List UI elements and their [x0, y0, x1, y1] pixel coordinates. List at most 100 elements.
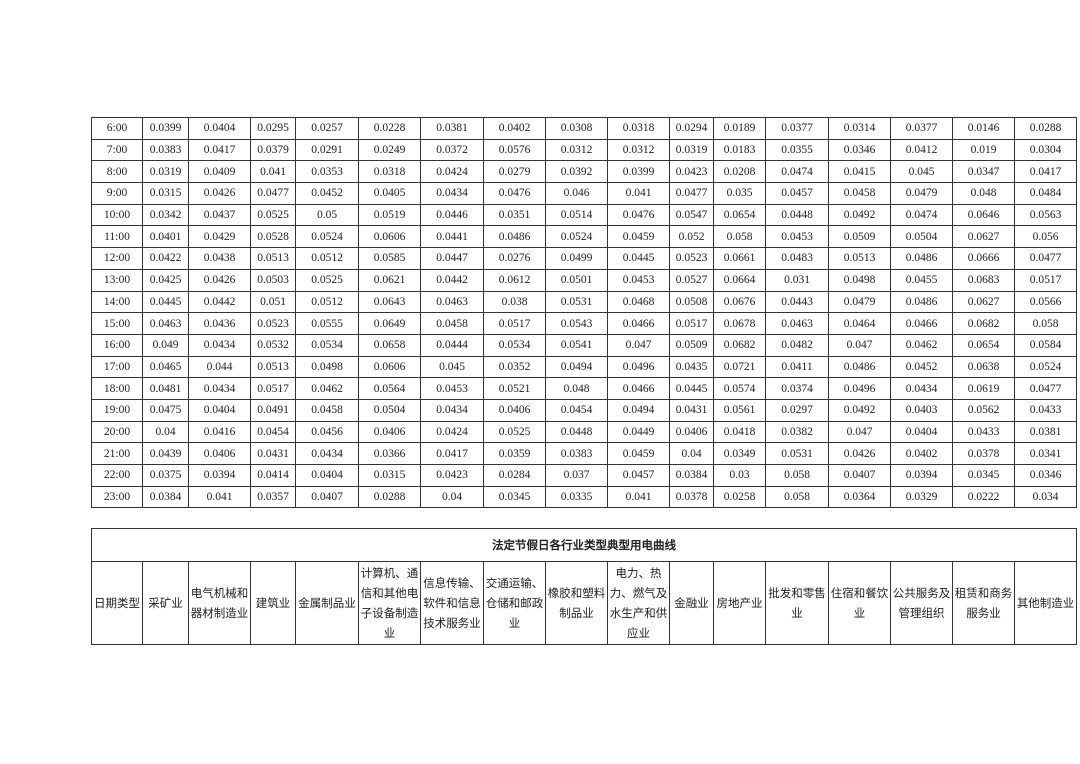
value-cell: 0.04 — [420, 485, 484, 509]
time-cell: 22:00 — [91, 464, 143, 487]
value-cell: 0.0458 — [295, 398, 359, 422]
value-cell: 0.0315 — [358, 464, 421, 487]
value-cell: 0.0399 — [142, 117, 189, 140]
value-cell: 0.0411 — [765, 355, 829, 379]
value-cell: 0.0468 — [607, 290, 670, 314]
column-header: 电气机械和器材制造业 — [188, 561, 251, 645]
value-cell: 0.0498 — [828, 268, 891, 292]
value-cell: 0.0477 — [669, 182, 714, 205]
value-cell: 0.045 — [890, 160, 953, 184]
value-cell: 0.0384 — [669, 464, 714, 487]
value-cell: 0.0308 — [545, 117, 608, 140]
value-cell: 0.0249 — [358, 138, 421, 162]
value-cell: 0.0721 — [713, 355, 766, 379]
value-cell: 0.0524 — [545, 225, 608, 249]
value-cell: 0.058 — [765, 464, 829, 487]
value-cell: 0.0492 — [828, 398, 891, 422]
time-cell: 15:00 — [91, 312, 143, 335]
value-cell: 0.0486 — [890, 290, 953, 314]
value-cell: 0.0683 — [952, 268, 1015, 292]
value-cell: 0.0383 — [545, 442, 608, 465]
value-cell: 0.041 — [188, 485, 251, 509]
value-cell: 0.0459 — [607, 442, 670, 465]
value-cell: 0.0383 — [142, 138, 189, 162]
value-cell: 0.0513 — [250, 355, 296, 379]
value-cell: 0.0445 — [142, 290, 189, 314]
value-cell: 0.0435 — [669, 355, 714, 379]
table-row: 15:00 0.0463 0.0436 0.0523 0.0555 0.0649 0.045… — [91, 312, 1077, 335]
value-cell: 0.0509 — [828, 225, 891, 249]
value-cell: 0.0382 — [765, 420, 829, 444]
value-cell: 0.041 — [607, 182, 670, 205]
value-cell: 0.0342 — [142, 203, 189, 227]
value-cell: 0.0513 — [250, 247, 296, 270]
column-header: 建筑业 — [250, 561, 296, 645]
value-cell: 0.047 — [828, 333, 891, 357]
value-cell: 0.0666 — [952, 247, 1015, 270]
time-cell: 23:00 — [91, 485, 143, 509]
value-cell: 0.0453 — [765, 225, 829, 249]
value-cell: 0.0402 — [483, 117, 546, 140]
time-cell: 18:00 — [91, 377, 143, 400]
table-row: 16:00 0.049 0.0434 0.0532 0.0534 0.0658 0.0444… — [91, 333, 1077, 357]
value-cell: 0.0504 — [358, 398, 421, 422]
column-header: 租赁和商务服务业 — [952, 561, 1015, 645]
table-row: 22:00 0.0375 0.0394 0.0414 0.0404 0.0315 0.042… — [91, 464, 1077, 487]
value-cell: 0.0547 — [669, 203, 714, 227]
value-cell: 0.0412 — [890, 138, 953, 162]
value-cell: 0.0366 — [358, 442, 421, 465]
value-cell: 0.03 — [713, 464, 766, 487]
table-row: 7:00 0.0383 0.0417 0.0379 0.0291 0.0249 0.0372… — [91, 138, 1077, 162]
value-cell: 0.0658 — [358, 333, 421, 357]
column-header: 金融业 — [669, 561, 714, 645]
value-cell: 0.0466 — [890, 312, 953, 335]
value-cell: 0.0627 — [952, 225, 1015, 249]
value-cell: 0.0563 — [1014, 203, 1077, 227]
value-cell: 0.058 — [1014, 312, 1077, 335]
table-row: 12:00 0.0422 0.0438 0.0513 0.0512 0.0585 0.044… — [91, 247, 1077, 270]
value-cell: 0.0484 — [1014, 182, 1077, 205]
value-cell: 0.0406 — [188, 442, 251, 465]
value-cell: 0.0654 — [952, 333, 1015, 357]
value-cell: 0.0329 — [890, 485, 953, 509]
value-cell: 0.0279 — [483, 160, 546, 184]
value-cell: 0.0555 — [295, 312, 359, 335]
value-cell: 0.0654 — [713, 203, 766, 227]
value-cell: 0.0564 — [358, 377, 421, 400]
value-cell: 0.047 — [828, 420, 891, 444]
value-cell: 0.0441 — [420, 225, 484, 249]
value-cell: 0.0378 — [669, 485, 714, 509]
value-cell: 0.0494 — [607, 398, 670, 422]
value-cell: 0.0335 — [545, 485, 608, 509]
value-cell: 0.0464 — [828, 312, 891, 335]
value-cell: 0.0494 — [545, 355, 608, 379]
value-cell: 0.0375 — [142, 464, 189, 487]
value-cell: 0.0445 — [607, 247, 670, 270]
column-header: 计算机、通信和其他电子设备制造业 — [358, 561, 421, 645]
value-cell: 0.0585 — [358, 247, 421, 270]
value-cell: 0.0417 — [420, 442, 484, 465]
value-cell: 0.0294 — [669, 117, 714, 140]
time-cell: 16:00 — [91, 333, 143, 357]
value-cell: 0.0288 — [358, 485, 421, 509]
value-cell: 0.0378 — [952, 442, 1015, 465]
value-cell: 0.0146 — [952, 117, 1015, 140]
value-cell: 0.0357 — [250, 485, 296, 509]
value-cell: 0.0643 — [358, 290, 421, 314]
value-cell: 0.0426 — [188, 268, 251, 292]
value-cell: 0.0525 — [483, 420, 546, 444]
value-cell: 0.052 — [669, 225, 714, 249]
column-header: 交通运输、仓储和邮政业 — [483, 561, 546, 645]
value-cell: 0.0437 — [188, 203, 251, 227]
value-cell: 0.0453 — [420, 377, 484, 400]
value-cell: 0.0463 — [765, 312, 829, 335]
value-cell: 0.0531 — [765, 442, 829, 465]
value-cell: 0.0414 — [250, 464, 296, 487]
value-cell: 0.0477 — [250, 182, 296, 205]
value-cell: 0.0377 — [765, 117, 829, 140]
value-cell: 0.038 — [483, 290, 546, 314]
value-cell: 0.0392 — [545, 160, 608, 184]
value-cell: 0.0527 — [669, 268, 714, 292]
time-cell: 14:00 — [91, 290, 143, 314]
value-cell: 0.0496 — [828, 377, 891, 400]
